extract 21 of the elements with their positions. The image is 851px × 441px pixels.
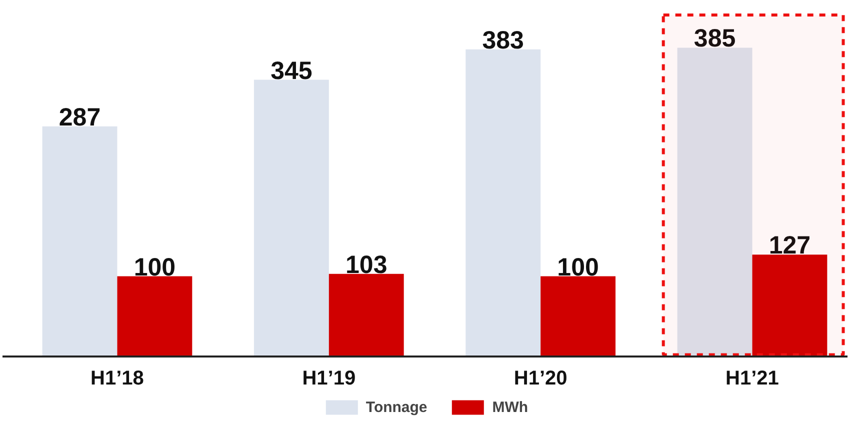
data-label: 383 bbox=[482, 26, 524, 54]
bar bbox=[328, 274, 404, 356]
data-label: 127 bbox=[768, 232, 811, 260]
legend-label: MWh bbox=[492, 398, 528, 416]
legend-label: Tonnage bbox=[366, 398, 428, 416]
x-tick-label: H1’20 bbox=[514, 368, 568, 390]
data-label: 385 bbox=[694, 24, 736, 53]
x-tick-label: H1’18 bbox=[90, 368, 144, 390]
bar bbox=[752, 254, 828, 356]
bar bbox=[254, 80, 329, 356]
bar bbox=[117, 276, 192, 356]
data-label: 100 bbox=[134, 253, 176, 282]
x-tick-label: H1’19 bbox=[302, 368, 356, 390]
bar bbox=[42, 126, 118, 356]
data-label: 287 bbox=[58, 103, 101, 132]
data-label: 345 bbox=[270, 56, 312, 85]
bar bbox=[540, 276, 616, 356]
data-label: 103 bbox=[346, 250, 388, 279]
data-label: 100 bbox=[557, 253, 599, 282]
bar bbox=[466, 49, 541, 356]
x-tick-label: H1’21 bbox=[726, 368, 779, 390]
